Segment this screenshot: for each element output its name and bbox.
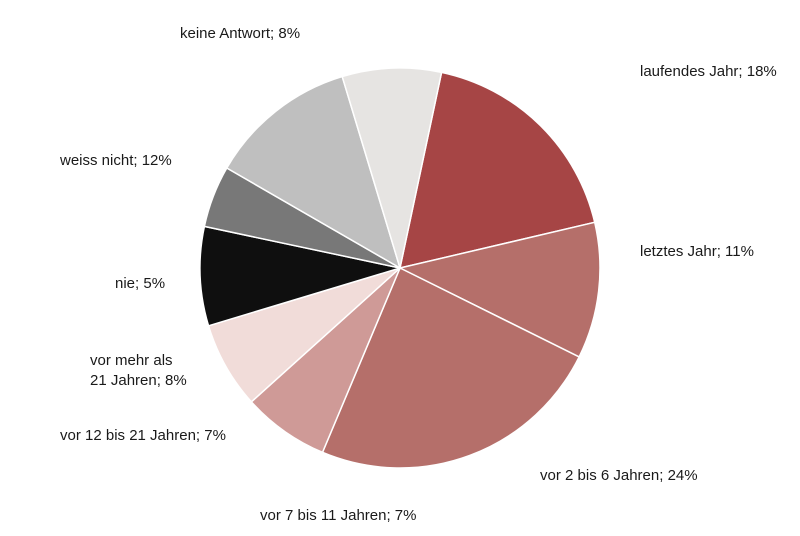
slice-label: 21 Jahren; 8%	[90, 372, 187, 389]
slice-label: vor 7 bis 11 Jahren; 7%	[260, 507, 416, 524]
slice-label: laufendes Jahr; 18%	[640, 63, 777, 80]
slice-label: vor 12 bis 21 Jahren; 7%	[60, 427, 226, 444]
slice-label: keine Antwort; 8%	[180, 25, 300, 42]
pie-slices	[200, 68, 600, 468]
pie-chart: laufendes Jahr; 18% letztes Jahr; 11% vor …	[0, 0, 800, 536]
slice-label: nie; 5%	[115, 275, 165, 292]
slice-label: letztes Jahr; 11%	[640, 243, 754, 260]
slice-label: vor mehr als	[90, 352, 173, 369]
slice-label: vor 2 bis 6 Jahren; 24%	[540, 467, 698, 484]
slice-label: weiss nicht; 12%	[59, 152, 172, 169]
